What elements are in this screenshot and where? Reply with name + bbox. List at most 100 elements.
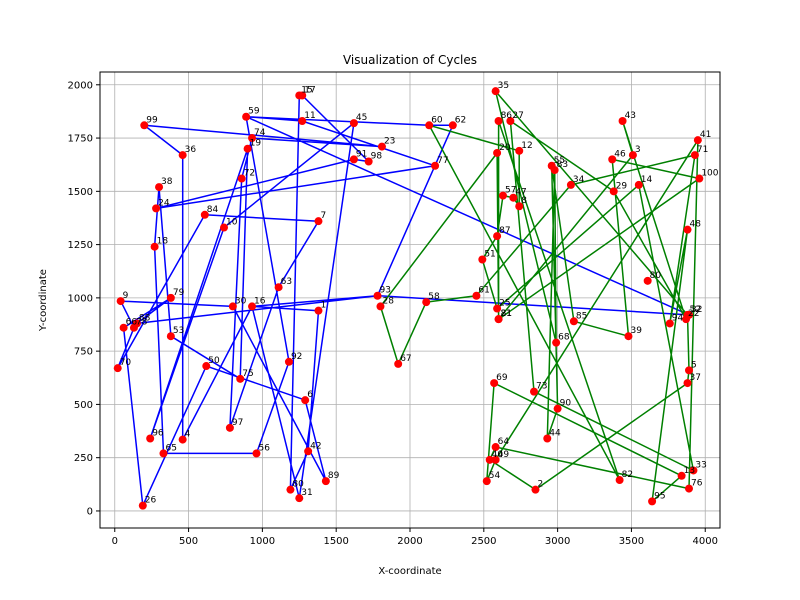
point-label: 15 — [301, 85, 312, 95]
point-label: 4 — [185, 430, 191, 440]
point-label: 38 — [161, 177, 173, 187]
point-label: 19 — [250, 139, 262, 149]
point-label: 43 — [625, 111, 636, 121]
x-tick-label: 4000 — [693, 536, 718, 547]
point-label: 34 — [573, 175, 585, 185]
data-point — [634, 180, 643, 189]
data-point — [530, 387, 538, 396]
point-label: 66 — [126, 318, 138, 328]
point-label: 16 — [254, 296, 266, 306]
data-point — [482, 477, 491, 486]
data-point — [648, 497, 657, 506]
x-tick-label: 3500 — [619, 536, 644, 547]
data-point — [132, 319, 141, 328]
data-point — [665, 319, 674, 328]
data-point — [552, 338, 561, 347]
data-point — [628, 151, 637, 160]
point-label: 8 — [521, 196, 527, 206]
point-label: 56 — [258, 443, 270, 453]
point-label: 71 — [697, 145, 708, 155]
point-label: 11 — [304, 111, 315, 121]
point-label: 22 — [688, 309, 699, 319]
data-point — [349, 155, 358, 164]
x-tick-label: 3000 — [545, 536, 570, 547]
data-point — [304, 447, 313, 456]
point-label: 59 — [248, 107, 260, 117]
point-label: 65 — [165, 443, 176, 453]
point-label: 45 — [356, 113, 367, 123]
data-point — [146, 434, 155, 443]
x-tick-label: 1500 — [323, 536, 348, 547]
point-label: 24 — [158, 198, 170, 208]
data-point — [685, 366, 693, 375]
data-points — [113, 87, 704, 510]
data-point — [178, 151, 187, 160]
data-point — [491, 87, 500, 96]
data-point — [237, 174, 246, 183]
point-label: 30 — [235, 296, 247, 306]
data-point — [200, 210, 209, 219]
data-point — [425, 121, 434, 130]
point-label: 98 — [371, 151, 383, 161]
data-point — [301, 396, 310, 405]
data-point — [494, 117, 503, 126]
data-point — [615, 476, 624, 485]
point-label: 39 — [630, 326, 642, 336]
point-label: 55 — [554, 156, 565, 166]
point-label: 58 — [428, 292, 440, 302]
point-label: 14 — [641, 175, 653, 185]
x-tick-label: 1000 — [250, 536, 275, 547]
point-label: 44 — [549, 429, 561, 439]
point-label: 60 — [431, 115, 443, 125]
point-label: 13 — [684, 466, 695, 476]
data-point — [138, 501, 147, 510]
point-label: 42 — [310, 441, 321, 451]
data-point — [321, 477, 330, 486]
point-label: 31 — [301, 488, 312, 498]
data-point — [493, 148, 502, 157]
point-label: 46 — [614, 149, 626, 159]
data-point — [166, 293, 175, 302]
point-label: 97 — [232, 418, 243, 428]
point-label: 36 — [185, 145, 197, 155]
data-point — [202, 362, 211, 371]
point-label: 75 — [242, 369, 253, 379]
point-label: 18 — [157, 237, 169, 247]
data-point — [689, 466, 698, 475]
data-point — [531, 485, 540, 494]
point-label: 20 — [499, 143, 511, 153]
x-tick-label: 2500 — [471, 536, 496, 547]
point-label: 53 — [173, 326, 184, 336]
data-point — [284, 357, 293, 366]
y-tick-label: 1250 — [68, 240, 93, 251]
point-label: 89 — [328, 471, 340, 481]
data-point — [252, 449, 261, 458]
data-point — [228, 302, 237, 311]
x-axis-ticks: 0 500 1000 1500 2000 2500 3000 3500 4000 — [112, 528, 718, 547]
data-point — [314, 306, 323, 315]
data-point — [140, 121, 149, 130]
data-point — [314, 217, 323, 226]
data-point — [298, 91, 307, 100]
point-label: 84 — [207, 205, 219, 215]
point-label: 94 — [672, 313, 684, 323]
point-label: 95 — [654, 491, 665, 501]
point-label: 51 — [484, 250, 495, 260]
data-point — [152, 204, 161, 213]
data-point — [693, 136, 702, 145]
data-point — [683, 310, 692, 319]
point-label: 9 — [123, 291, 129, 301]
data-point — [685, 484, 693, 493]
x-tick-label: 2000 — [397, 536, 422, 547]
y-tick-label: 2000 — [68, 80, 93, 91]
point-label: 54 — [489, 471, 501, 481]
data-point — [243, 144, 252, 153]
data-point — [119, 323, 128, 332]
point-label: 17 — [304, 85, 315, 95]
point-label: 90 — [560, 399, 572, 409]
point-label: 48 — [690, 220, 702, 230]
y-tick-label: 1000 — [68, 293, 93, 304]
point-label: 67 — [400, 354, 411, 364]
data-point — [553, 404, 562, 413]
